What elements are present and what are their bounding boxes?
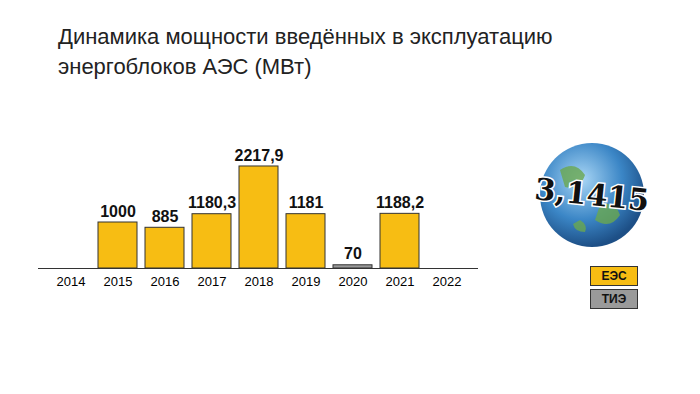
svg-text:1181: 1181 [289, 194, 324, 211]
svg-text:2022: 2022 [433, 274, 462, 289]
svg-text:2017: 2017 [198, 274, 227, 289]
svg-text:1188,2: 1188,2 [376, 194, 424, 211]
html-text:ТИЭ: ТИЭ [601, 292, 627, 306]
svg-text:1000: 1000 [100, 203, 136, 220]
svg-text:2015: 2015 [104, 274, 133, 289]
svg-text:1180,3: 1180,3 [188, 194, 236, 211]
svg-text:2018: 2018 [245, 274, 274, 289]
svg-text:2014: 2014 [57, 274, 86, 289]
svg-text:2019: 2019 [292, 274, 321, 289]
html-text:Динамика мощности введённых в: Динамика мощности введённых в эксплуатац… [58, 24, 553, 79]
svg-text:2020: 2020 [339, 274, 368, 289]
svg-text:70: 70 [344, 245, 362, 262]
svg-text:3,1415: 3,1415 [533, 171, 651, 218]
svg-text:2217,9: 2217,9 [235, 147, 284, 164]
html-text:ЕЭС: ЕЭС [601, 269, 627, 283]
svg-text:2016: 2016 [151, 274, 180, 289]
svg-text:2021: 2021 [386, 274, 415, 289]
svg-text:885: 885 [152, 208, 179, 225]
